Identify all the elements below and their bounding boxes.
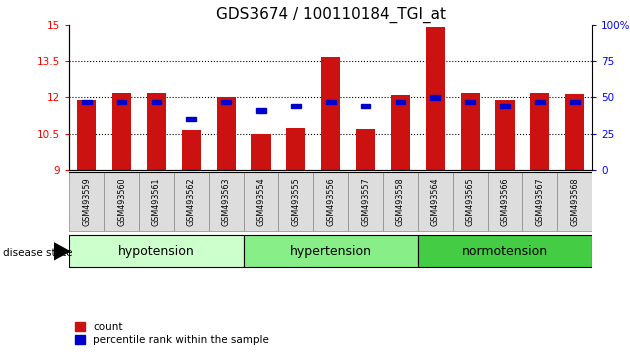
Bar: [209, 172, 244, 231]
Text: GSM493558: GSM493558: [396, 177, 405, 226]
Bar: [256, 108, 266, 113]
Bar: [530, 92, 549, 170]
Text: GSM493567: GSM493567: [536, 177, 544, 226]
Bar: [396, 99, 405, 104]
Bar: [426, 27, 445, 170]
Bar: [418, 235, 592, 267]
Legend: count, percentile rank within the sample: count, percentile rank within the sample: [74, 322, 269, 345]
Bar: [291, 104, 301, 108]
Text: GSM493568: GSM493568: [570, 177, 579, 226]
Bar: [522, 172, 558, 231]
Polygon shape: [54, 243, 69, 260]
Bar: [244, 235, 418, 267]
Bar: [383, 172, 418, 231]
Bar: [112, 92, 131, 170]
Bar: [77, 100, 96, 170]
Bar: [348, 172, 383, 231]
Bar: [313, 172, 348, 231]
Text: hypotension: hypotension: [118, 245, 195, 258]
Bar: [181, 130, 201, 170]
Bar: [558, 172, 592, 231]
Bar: [500, 104, 510, 108]
Bar: [251, 133, 271, 170]
Text: GSM493556: GSM493556: [326, 177, 335, 226]
Bar: [356, 129, 375, 170]
Bar: [565, 94, 585, 170]
Bar: [69, 235, 244, 267]
Bar: [69, 172, 104, 231]
Bar: [570, 99, 580, 104]
Bar: [82, 99, 91, 104]
Bar: [535, 99, 545, 104]
Bar: [391, 95, 410, 170]
Text: normotension: normotension: [462, 245, 548, 258]
Bar: [466, 99, 475, 104]
Text: GSM493554: GSM493554: [256, 177, 265, 226]
Bar: [217, 97, 236, 170]
Bar: [321, 57, 340, 170]
Bar: [186, 117, 196, 121]
Bar: [461, 92, 480, 170]
Text: GSM493564: GSM493564: [431, 177, 440, 226]
Bar: [430, 95, 440, 99]
Bar: [117, 99, 127, 104]
Bar: [495, 100, 515, 170]
Bar: [488, 172, 522, 231]
Bar: [139, 172, 174, 231]
Bar: [286, 127, 306, 170]
Bar: [147, 92, 166, 170]
Text: GSM493555: GSM493555: [292, 177, 301, 226]
Text: GSM493561: GSM493561: [152, 177, 161, 226]
Bar: [221, 99, 231, 104]
Bar: [326, 99, 336, 104]
Text: GSM493563: GSM493563: [222, 177, 231, 226]
Bar: [152, 99, 161, 104]
Text: GSM493565: GSM493565: [466, 177, 474, 226]
Text: disease state: disease state: [3, 248, 72, 258]
Text: GSM493559: GSM493559: [83, 177, 91, 226]
Bar: [244, 172, 278, 231]
Title: GDS3674 / 100110184_TGI_at: GDS3674 / 100110184_TGI_at: [215, 7, 446, 23]
Bar: [418, 172, 453, 231]
Bar: [104, 172, 139, 231]
Bar: [174, 172, 209, 231]
Bar: [361, 104, 370, 108]
Text: GSM493566: GSM493566: [501, 177, 510, 226]
Text: GSM493560: GSM493560: [117, 177, 126, 226]
Text: GSM493557: GSM493557: [361, 177, 370, 226]
Text: GSM493562: GSM493562: [187, 177, 196, 226]
Bar: [453, 172, 488, 231]
Text: hypertension: hypertension: [290, 245, 372, 258]
Bar: [278, 172, 313, 231]
